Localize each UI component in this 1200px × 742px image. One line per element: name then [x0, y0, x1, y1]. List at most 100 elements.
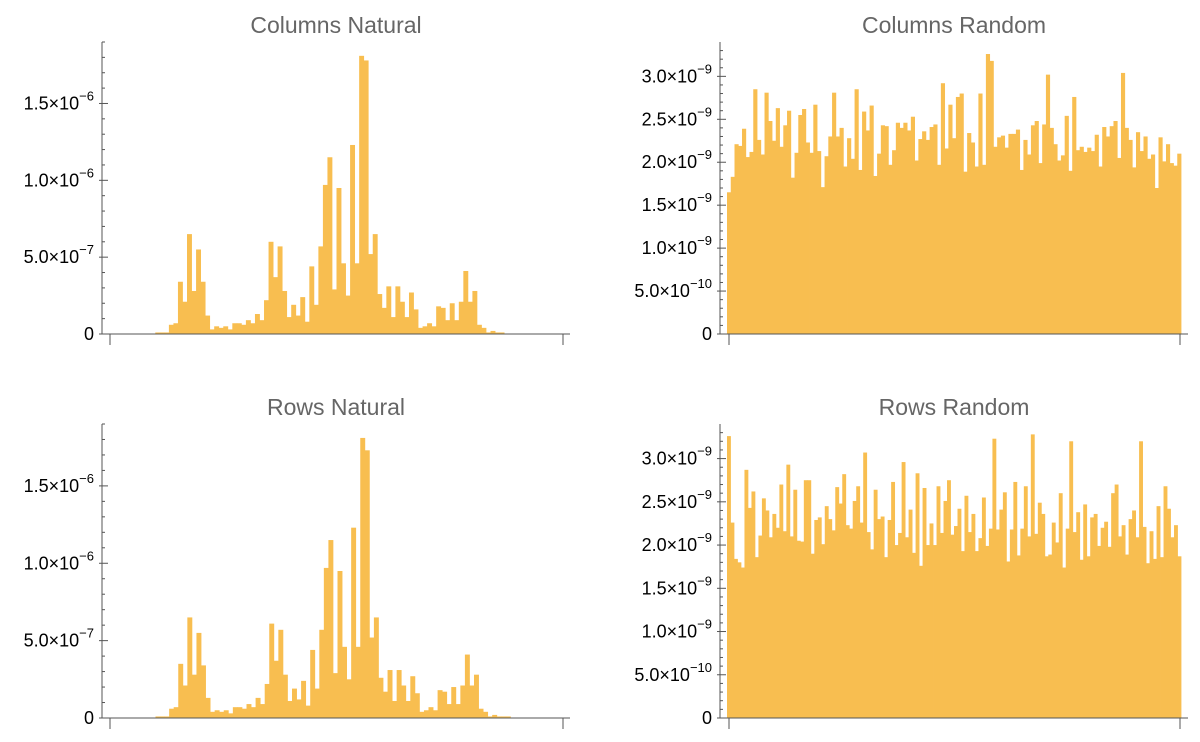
histogram-bar	[505, 716, 511, 718]
histogram-bar	[1165, 144, 1171, 334]
histogram-bar	[974, 551, 979, 718]
histogram-bar	[386, 286, 392, 334]
histogram-bar	[891, 481, 896, 718]
histogram-bar	[1064, 115, 1069, 334]
histogram-bar	[907, 130, 912, 334]
histogram-bar	[970, 142, 976, 334]
histogram-bar	[730, 522, 735, 718]
histogram-bar	[873, 489, 878, 718]
histogram-bar	[952, 138, 957, 334]
histogram-bar	[191, 674, 197, 718]
histogram-bar	[1153, 558, 1157, 718]
histogram-bar	[1113, 121, 1118, 334]
histogram-bar	[947, 480, 951, 718]
histogram-bar	[745, 157, 750, 334]
histogram-bar	[1170, 537, 1175, 718]
y-tick-label: 3.0×10−9	[642, 444, 712, 469]
histogram-bar	[236, 323, 242, 334]
y-tick-label: 0	[84, 324, 94, 344]
histogram-bar	[1027, 154, 1032, 334]
histogram-bar	[264, 300, 269, 334]
histogram-bar	[408, 292, 414, 334]
y-tick-mantissa: 1.0	[24, 170, 49, 190]
histogram-bar	[929, 127, 934, 335]
histogram-bar	[754, 557, 759, 718]
y-tick-label: 5.0×10−7	[24, 242, 94, 267]
y-tick-exponent: −7	[79, 242, 94, 257]
histogram-bar	[1156, 506, 1161, 718]
chart-title: Rows Natural	[267, 394, 405, 420]
histogram-bar	[209, 329, 215, 334]
chart-title: Columns Random	[862, 12, 1046, 38]
histogram-bar	[892, 150, 897, 334]
histogram-bar	[422, 326, 428, 334]
histogram-bar	[336, 188, 342, 334]
histogram-bar	[1051, 522, 1056, 718]
histogram-bar	[1117, 157, 1122, 334]
histogram-bar	[431, 326, 437, 334]
y-tick-times: ×10	[659, 281, 690, 301]
y-tick-times: ×10	[667, 109, 698, 129]
histogram-bar	[985, 54, 991, 335]
y-tick-mantissa: 3.0	[642, 449, 667, 469]
histogram-bar	[944, 148, 949, 334]
histogram-bar	[787, 110, 792, 335]
histogram-bar	[277, 246, 283, 334]
y-tick-mantissa: 0	[84, 324, 94, 344]
y-tick-times: ×10	[667, 622, 698, 642]
histogram-bar	[999, 509, 1004, 718]
chart-panel: Columns Random05.0×10−101.0×10−91.5×10−9…	[634, 12, 1188, 345]
y-tick-mantissa: 1.5	[642, 578, 667, 598]
histogram-bar	[331, 289, 337, 334]
y-tick-mantissa: 0	[84, 708, 94, 728]
y-tick-exponent: −9	[697, 530, 712, 545]
histogram-bar	[798, 115, 803, 334]
y-tick-exponent: −9	[697, 233, 712, 248]
y-tick-label: 2.0×10−9	[642, 530, 712, 555]
histogram-bar	[395, 286, 401, 334]
histogram-bar	[499, 332, 505, 334]
histogram-bar	[260, 704, 266, 718]
y-tick-times: ×10	[49, 476, 80, 496]
histogram-bar	[847, 138, 852, 334]
histogram-bar	[903, 122, 908, 334]
y-tick-times: ×10	[667, 535, 698, 555]
histogram-bar	[1160, 557, 1164, 718]
histogram-bar	[989, 60, 994, 334]
histogram-bar	[988, 528, 993, 718]
histogram-bar	[838, 503, 843, 718]
histogram-bar	[1097, 545, 1102, 718]
y-tick-times: ×10	[49, 631, 80, 651]
histogram-bar	[1044, 556, 1049, 718]
histogram-bar	[1121, 525, 1126, 718]
histogram-bar	[300, 297, 306, 334]
histogram-bar	[1142, 526, 1147, 718]
histogram-bar	[884, 126, 889, 334]
histogram-bar	[877, 153, 882, 334]
histogram-bar	[933, 124, 938, 334]
histogram-bar	[789, 536, 794, 718]
histogram-bar	[1013, 481, 1018, 718]
histogram-bar	[159, 332, 165, 334]
histogram-bar	[967, 532, 972, 718]
histogram-bar	[1058, 493, 1063, 718]
histogram-bar	[1100, 527, 1105, 718]
chart-title: Rows Random	[879, 394, 1030, 420]
histogram-bar	[1053, 144, 1058, 334]
histogram-bar	[854, 89, 859, 335]
histogram-bar	[1072, 532, 1077, 718]
y-tick-times: ×10	[667, 578, 698, 598]
histogram-bar	[178, 663, 184, 718]
histogram-bar	[880, 125, 885, 334]
histogram-bar	[831, 530, 836, 718]
histogram-bar	[852, 500, 857, 718]
histogram-bar	[168, 324, 174, 334]
histogram-bar	[1143, 136, 1148, 334]
histogram-bar	[1069, 441, 1074, 718]
y-tick-label: 2.5×10−9	[642, 487, 712, 512]
histogram-bar	[241, 708, 247, 718]
histogram-bar	[363, 60, 369, 334]
histogram-bar	[981, 497, 986, 718]
